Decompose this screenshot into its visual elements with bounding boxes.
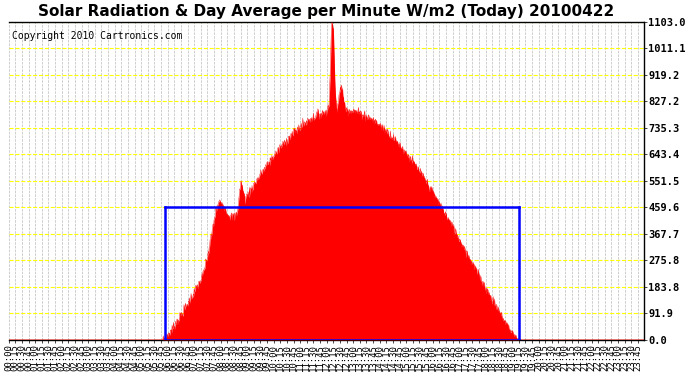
Title: Solar Radiation & Day Average per Minute W/m2 (Today) 20100422: Solar Radiation & Day Average per Minute… [38,4,615,19]
Text: Copyright 2010 Cartronics.com: Copyright 2010 Cartronics.com [12,31,182,41]
